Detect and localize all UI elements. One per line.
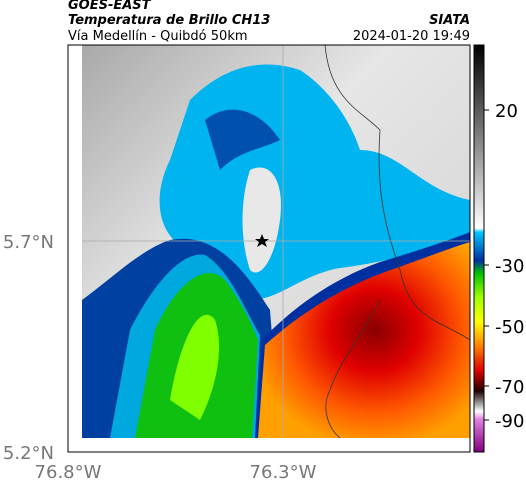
colorbar bbox=[473, 44, 485, 453]
map-frame bbox=[67, 44, 471, 453]
datetime-label: 2024-01-20 19:49 bbox=[353, 29, 470, 44]
route-label: Vía Medellín - Quibdó 50km bbox=[68, 29, 248, 44]
title: Temperatura de Brillo CH13 bbox=[68, 13, 270, 28]
colorbar-label: -30 bbox=[495, 256, 524, 277]
agency-label: SIATA bbox=[429, 13, 470, 28]
colorbar-label: -50 bbox=[495, 317, 524, 338]
lon-label: 76.3°W bbox=[250, 462, 317, 483]
colorbar-label: -70 bbox=[495, 377, 524, 398]
colorbar-ticks: 20 -30 -50 -70 -90 bbox=[484, 101, 524, 432]
satellite-image bbox=[82, 45, 470, 438]
lat-label: 5.7°N bbox=[3, 232, 54, 253]
lon-label: 76.8°W bbox=[35, 462, 102, 483]
colorbar-label: -90 bbox=[495, 411, 524, 432]
source-label: GOES-EAST bbox=[68, 0, 152, 13]
colorbar-label: 20 bbox=[495, 101, 518, 122]
lat-label: 5.2°N bbox=[3, 443, 54, 464]
